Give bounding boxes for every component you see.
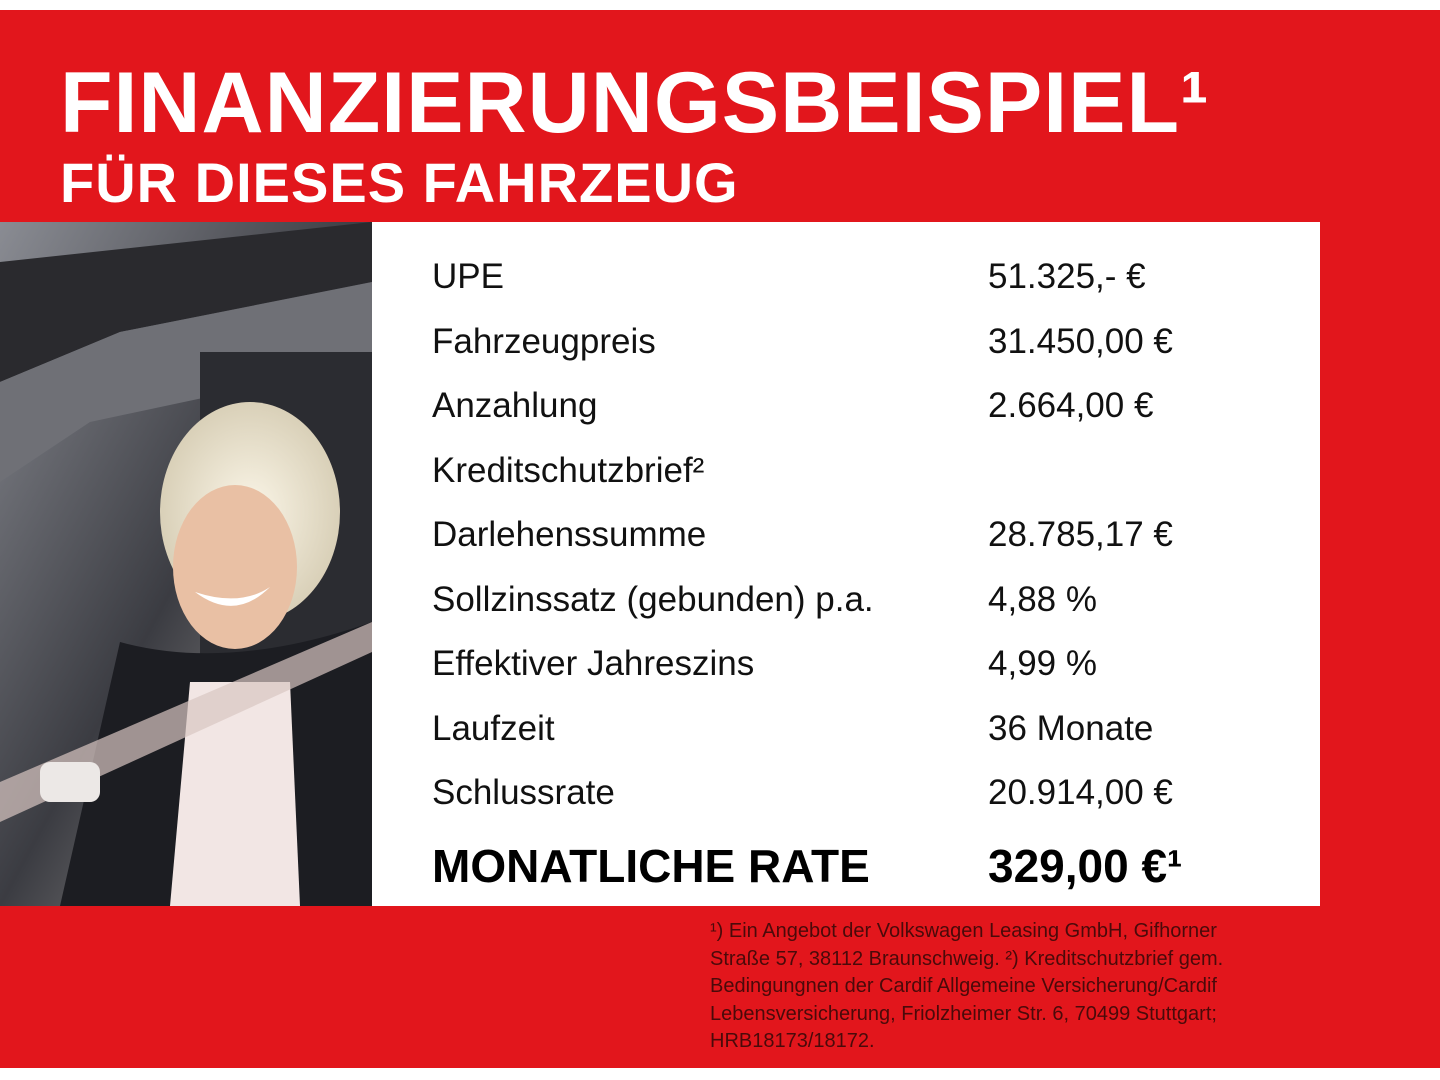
row-label: Schlussrate [432,773,615,812]
row-value: 51.325,- € [988,257,1146,296]
footnote: ¹) Ein Angebot der Volkswagen Leasing Gm… [710,918,1223,1056]
row-label: Laufzeit [432,708,555,748]
row-value: 2.664,00 € [988,386,1154,425]
footnote-line: Straße 57, 38112 Braunschweig. ²) Kredit… [710,947,1224,970]
subtitle: FÜR DIESES FAHRZEUG [60,151,739,214]
row-label: Sollzinssatz (gebunden) p.a. [432,579,874,619]
row-label: Anzahlung [432,386,598,425]
ad-banner: FINANZIERUNGSBEISPIEL¹ FÜR DIESES FAHRZE… [0,10,1440,1068]
footnote-line: Lebensversicherung, Friolzheimer Str. 6,… [710,1002,1217,1025]
row-value: 31.450,00 € [988,321,1173,361]
row-label: Fahrzeugpreis [432,321,656,361]
summary-label: MONATLICHE RATE [432,839,870,892]
footnote-line: Bedingungnen der Cardif Allgemeine Versi… [710,975,1217,997]
row-label: Darlehenssumme [432,515,707,554]
table-panel: UPE 51.325,- € Fahrzeugpreis 31.450,00 € Anz… [0,222,1320,906]
row-label: Effektiver Jahreszins [432,644,755,683]
title: FINANZIERUNGSBEISPIEL¹ [60,55,1210,151]
row-label: UPE [432,257,504,296]
row-value: 4,88 % [988,579,1097,619]
photo [0,222,372,906]
row-value: 36 Monate [988,708,1154,748]
row-value: 28.785,17 € [988,515,1173,554]
row-value: 4,99 % [988,644,1097,683]
footnote-line: ¹) Ein Angebot der Volkswagen Leasing Gm… [710,920,1217,942]
summary-value: 329,00 €¹ [988,839,1183,892]
row-value: 20.914,00 € [988,773,1173,812]
row-label: Kreditschutzbrief² [432,450,705,490]
footnote-line: HRB18173/18172. [710,1030,875,1052]
